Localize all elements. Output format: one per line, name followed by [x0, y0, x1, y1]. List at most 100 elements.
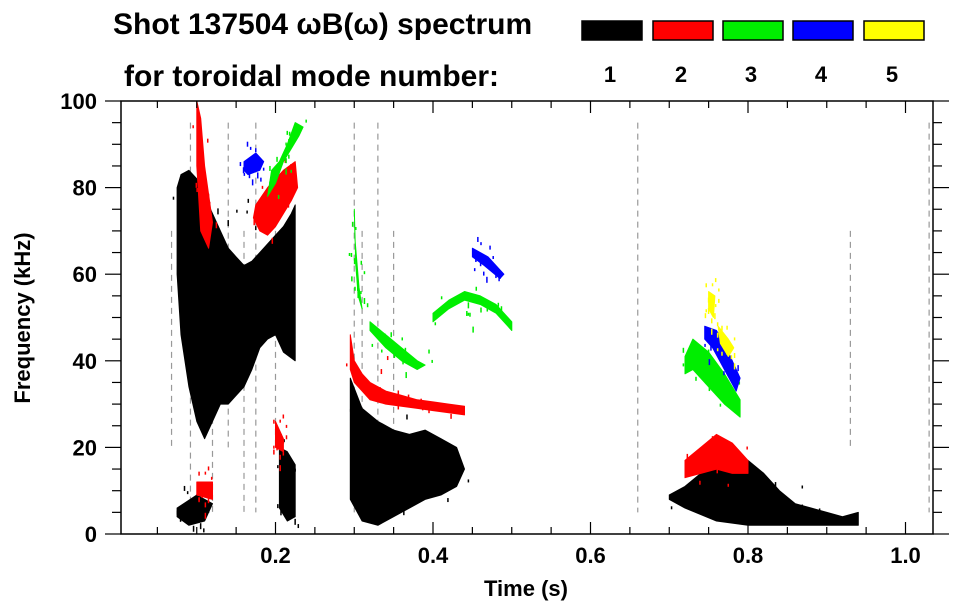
x-tick-label: 1.0	[890, 543, 921, 568]
spectral-speckle	[287, 203, 290, 208]
spectral-speckle	[251, 179, 254, 186]
spectral-speckle	[204, 502, 207, 508]
spectral-speckle	[710, 345, 712, 351]
y-tick-label: 20	[73, 435, 97, 460]
spectral-speckle	[285, 424, 288, 428]
spectral-speckle	[294, 518, 296, 525]
spectral-speckle	[716, 467, 718, 474]
spectral-speckle	[403, 510, 405, 516]
spectral-speckle	[230, 357, 233, 362]
spectral-speckle	[406, 414, 408, 420]
spectral-speckle	[195, 494, 198, 499]
spectral-speckle	[402, 360, 404, 365]
spectral-speckle	[235, 340, 237, 344]
spectral-speckle	[480, 307, 482, 313]
spectral-speckle	[240, 324, 242, 331]
spectral-speckle	[721, 464, 723, 469]
spectral-speckle	[733, 462, 736, 467]
spectral-speckle	[707, 307, 710, 314]
spectral-speckle	[297, 524, 300, 529]
spectral-speckle	[282, 440, 285, 444]
spectral-speckle	[719, 403, 722, 407]
spectral-region	[369, 321, 426, 370]
spectral-speckle	[239, 162, 242, 167]
spectral-speckle	[399, 349, 401, 355]
spectral-speckle	[733, 337, 736, 341]
spectral-speckle	[469, 312, 471, 317]
spectral-speckle	[492, 256, 494, 260]
spectral-speckle	[718, 298, 720, 303]
spectral-speckle	[247, 198, 250, 203]
spectral-speckle	[366, 303, 369, 308]
series-mode-2	[192, 101, 749, 519]
spectral-speckle	[721, 351, 723, 356]
spectral-speckle	[286, 146, 289, 153]
spectral-speckle	[405, 372, 407, 379]
spectral-speckle	[273, 419, 275, 424]
spectral-speckle	[472, 326, 474, 333]
spectral-speckle	[353, 258, 356, 265]
spectral-region	[432, 291, 513, 331]
spectral-speckle	[686, 469, 689, 473]
spectral-speckle	[695, 376, 697, 381]
spectral-speckle	[199, 201, 202, 208]
spectral-speckle	[199, 504, 201, 508]
spectral-speckle	[276, 156, 278, 162]
spectral-speckle	[201, 193, 203, 198]
spectral-speckle	[236, 209, 238, 213]
spectral-speckle	[255, 148, 257, 153]
spectral-speckle	[245, 163, 248, 169]
spectral-speckle	[386, 356, 389, 361]
spectral-speckle	[227, 220, 229, 227]
spectral-speckle	[274, 217, 277, 221]
spectral-speckle	[725, 400, 728, 405]
spectral-speckle	[277, 194, 280, 199]
spectral-speckle	[437, 310, 440, 317]
series-mode-3	[267, 119, 741, 418]
spectral-speckle	[716, 332, 719, 338]
spectral-speckle	[682, 347, 685, 353]
spectral-speckle	[726, 341, 728, 348]
spectral-speckle	[285, 435, 288, 440]
spectral-speckle	[686, 453, 689, 459]
spectral-speckle	[393, 353, 396, 359]
spectral-speckle	[731, 359, 733, 366]
spectral-speckle	[489, 245, 491, 250]
spectral-speckle	[397, 403, 400, 410]
spectral-speckle	[198, 125, 201, 132]
spectral-speckle	[757, 482, 759, 487]
spectral-speckle	[707, 349, 710, 354]
chart-title: Shot 137504 ωB(ω) spectrum	[113, 8, 532, 41]
spectral-region	[708, 291, 716, 318]
spectral-speckle	[726, 325, 728, 330]
spectral-speckle	[711, 283, 714, 287]
spectral-region	[196, 101, 213, 249]
spectral-region	[471, 247, 505, 279]
spectral-speckle	[440, 454, 443, 461]
spectral-speckle	[288, 154, 290, 159]
spectral-speckle	[384, 433, 387, 440]
spectral-speckle	[716, 456, 718, 462]
spectral-speckle	[293, 481, 296, 485]
spectral-speckle	[447, 498, 449, 503]
spectral-speckle	[276, 440, 278, 445]
spectral-speckle	[466, 311, 468, 317]
spectral-speckle	[246, 141, 249, 147]
spectral-speckle	[721, 336, 723, 343]
spectral-speckle	[280, 509, 282, 516]
spectral-speckle	[431, 359, 433, 363]
spectral-speckle	[277, 465, 279, 469]
spectral-speckle	[746, 446, 748, 450]
spectral-speckle	[486, 276, 488, 283]
spectral-speckle	[705, 481, 707, 486]
spectral-speckle	[279, 465, 281, 472]
spectral-speckle	[705, 283, 707, 288]
spectral-speckle	[215, 222, 218, 229]
spectral-speckle	[198, 471, 200, 476]
legend-swatch-mode-1	[581, 20, 643, 41]
spectral-speckle	[285, 158, 287, 164]
spectral-speckle	[381, 349, 383, 353]
spectral-speckle	[246, 210, 248, 214]
spectral-speckle	[179, 515, 182, 522]
